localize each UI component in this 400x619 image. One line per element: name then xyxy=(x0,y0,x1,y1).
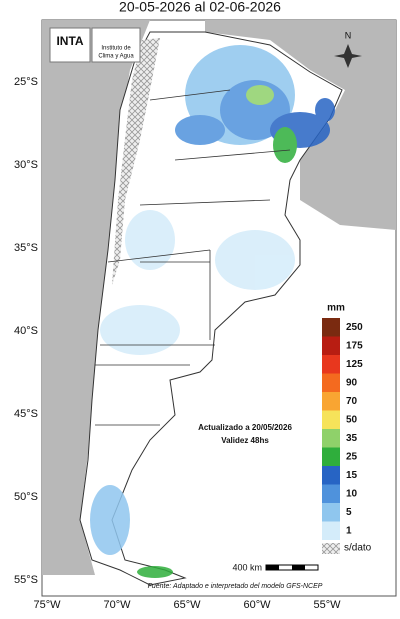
argentina xyxy=(79,31,343,586)
legend-swatch xyxy=(322,503,340,522)
inta-text: INTA xyxy=(56,34,83,48)
borders xyxy=(95,89,291,426)
legend-label: 5 xyxy=(346,507,352,518)
scale-bar xyxy=(266,565,279,570)
longitude-label: 65°W xyxy=(173,599,201,611)
latitude-label: 50°S xyxy=(14,491,38,503)
legend-swatch xyxy=(322,318,340,337)
no-data-area xyxy=(112,38,160,285)
north-arrow xyxy=(334,44,362,68)
latitude-label: 45°S xyxy=(14,408,38,420)
legend-swatch xyxy=(322,484,340,503)
legend-swatch xyxy=(322,410,340,429)
legend-swatch xyxy=(322,355,340,374)
precipitation xyxy=(90,45,335,578)
latitude-label: 30°S xyxy=(14,159,38,171)
legend-unit: mm xyxy=(327,303,345,314)
legend-swatch xyxy=(322,543,340,554)
legend-label: 70 xyxy=(346,396,358,407)
legend: 250 175 125 90 70 50 35 25 15 10 5 1 s/dato xyxy=(322,318,372,554)
legend-label: 35 xyxy=(346,433,358,444)
axes: 25°S 30°S 35°S 40°S 45°S 50°S 55°S 75°W 70°W 65°W… xyxy=(14,76,341,611)
legend-swatch xyxy=(322,392,340,411)
neighbours xyxy=(205,20,396,230)
legend-label: 125 xyxy=(346,359,363,370)
legend-label: 25 xyxy=(346,451,358,462)
scale-bar xyxy=(292,565,305,570)
title: 20-05-2026 al 02-06-2026 xyxy=(119,0,281,15)
latitude-label: 35°S xyxy=(14,242,38,254)
latitude-label: 25°S xyxy=(14,76,38,88)
legend-swatch xyxy=(322,373,340,392)
legend-label: 250 xyxy=(346,322,363,333)
annotation: Validez 48hs xyxy=(221,436,269,445)
chile xyxy=(42,20,150,575)
annotation: Actualizado a 20/05/2026 xyxy=(198,423,292,432)
institute-text: Clima y Agua xyxy=(98,54,134,60)
legend-label: s/dato xyxy=(344,543,372,554)
legend-swatch xyxy=(322,521,340,540)
legend-label: 10 xyxy=(346,488,358,499)
scale-label: 400 km xyxy=(232,562,262,572)
latitude-label: 55°S xyxy=(14,574,38,586)
longitude-label: 75°W xyxy=(33,599,61,611)
legend-swatch xyxy=(322,466,340,485)
legend-swatch xyxy=(322,429,340,448)
legend-label: 1 xyxy=(346,525,352,536)
source: Fuente: Adaptado e interpretado del mode… xyxy=(148,583,323,590)
latitude-label: 40°S xyxy=(14,325,38,337)
legend-swatch xyxy=(322,336,340,355)
institute-text: Instituto de xyxy=(101,46,131,52)
inta-logo xyxy=(49,27,91,63)
institute-logo xyxy=(91,27,141,63)
north-label: N xyxy=(345,30,352,40)
longitude-label: 55°W xyxy=(313,599,341,611)
legend-label: 15 xyxy=(346,470,358,481)
legend-label: 90 xyxy=(346,377,358,388)
longitude-label: 60°W xyxy=(243,599,271,611)
longitude-label: 70°W xyxy=(103,599,131,611)
legend-label: 175 xyxy=(346,340,363,351)
legend-label: 50 xyxy=(346,414,358,425)
legend-swatch xyxy=(322,447,340,466)
